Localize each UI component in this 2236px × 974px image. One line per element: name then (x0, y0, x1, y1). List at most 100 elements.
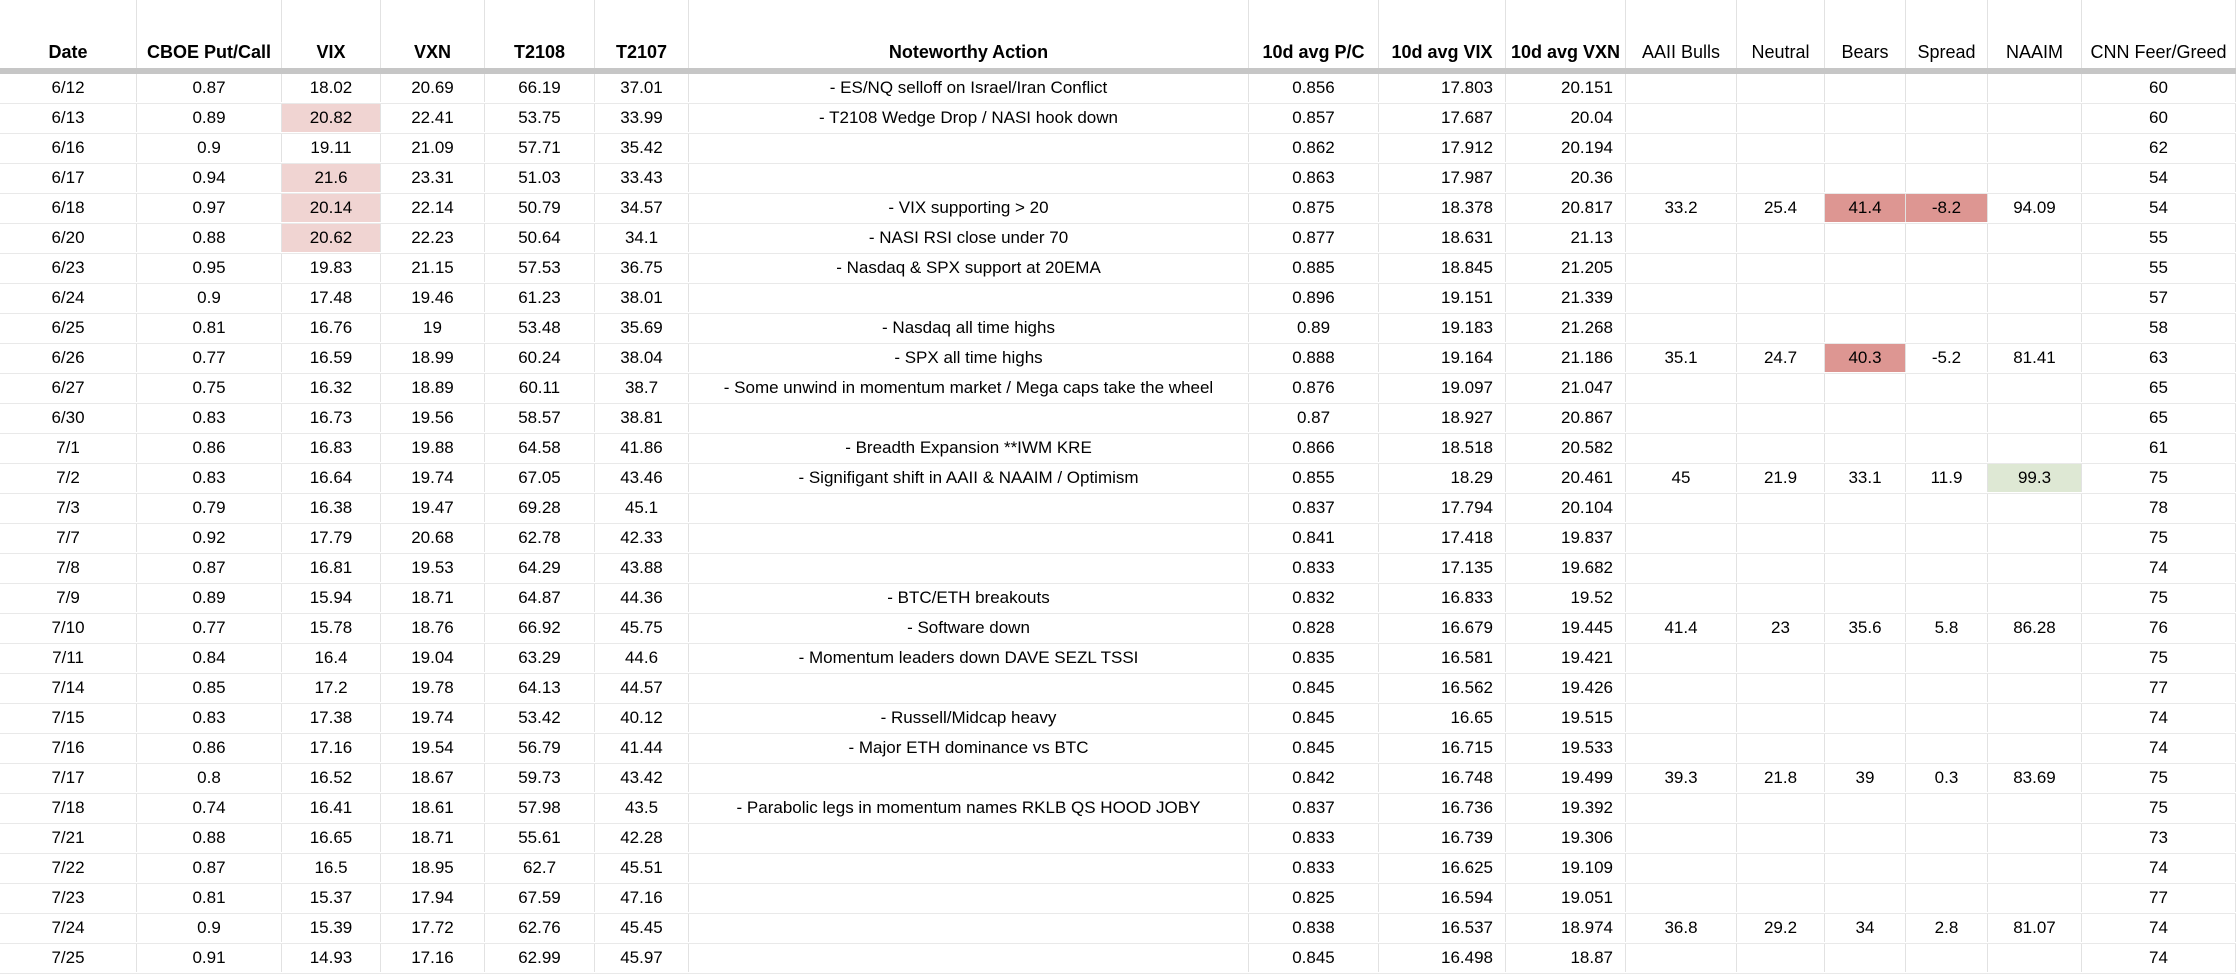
cell-10d-avg-vxn[interactable]: 20.817 (1506, 194, 1626, 222)
cell-aaii-bulls[interactable] (1626, 164, 1737, 192)
cell-vix[interactable]: 21.6 (282, 164, 381, 192)
cell-cnn-feer-greed[interactable]: 60 (2082, 104, 2236, 132)
cell-naaim[interactable] (1988, 314, 2082, 342)
cell-10d-avg-vxn[interactable]: 19.682 (1506, 554, 1626, 582)
cell-neutral[interactable] (1737, 74, 1825, 102)
cell-10d-avg-pc[interactable]: 0.857 (1249, 104, 1379, 132)
cell-10d-avg-vxn[interactable]: 19.306 (1506, 824, 1626, 852)
cell-t2108[interactable]: 50.79 (485, 194, 595, 222)
cell-naaim[interactable] (1988, 284, 2082, 312)
cell-noteworthy-action[interactable]: - Some unwind in momentum market / Mega … (689, 374, 1249, 402)
cell-10d-avg-pc[interactable]: 0.877 (1249, 224, 1379, 252)
cell-naaim[interactable] (1988, 704, 2082, 732)
cell-t2107[interactable]: 38.04 (595, 344, 689, 372)
cell-10d-avg-pc[interactable]: 0.855 (1249, 464, 1379, 492)
cell-vix[interactable]: 17.79 (282, 524, 381, 552)
cell-vix[interactable]: 16.76 (282, 314, 381, 342)
cell-cnn-feer-greed[interactable]: 54 (2082, 164, 2236, 192)
cell-put-call[interactable]: 0.83 (137, 704, 282, 732)
cell-10d-avg-pc[interactable]: 0.896 (1249, 284, 1379, 312)
cell-vxn[interactable]: 17.72 (381, 914, 485, 942)
cell-10d-avg-pc[interactable]: 0.845 (1249, 734, 1379, 762)
cell-vix[interactable]: 17.2 (282, 674, 381, 702)
cell-aaii-bulls[interactable]: 33.2 (1626, 194, 1737, 222)
cell-10d-avg-vix[interactable]: 16.625 (1379, 854, 1506, 882)
cell-10d-avg-vxn[interactable]: 18.974 (1506, 914, 1626, 942)
cell-neutral[interactable] (1737, 644, 1825, 672)
cell-date[interactable]: 6/30 (0, 404, 137, 432)
cell-neutral[interactable] (1737, 674, 1825, 702)
cell-cnn-feer-greed[interactable]: 75 (2082, 764, 2236, 792)
cell-10d-avg-vix[interactable]: 18.927 (1379, 404, 1506, 432)
cell-spread[interactable] (1906, 374, 1988, 402)
cell-spread[interactable] (1906, 944, 1988, 972)
cell-10d-avg-vix[interactable]: 16.748 (1379, 764, 1506, 792)
cell-aaii-bulls[interactable]: 39.3 (1626, 764, 1737, 792)
column-header-10d-avg-pc[interactable]: 10d avg P/C (1249, 0, 1379, 68)
cell-vix[interactable]: 16.32 (282, 374, 381, 402)
cell-vxn[interactable]: 18.89 (381, 374, 485, 402)
cell-neutral[interactable] (1737, 734, 1825, 762)
cell-date[interactable]: 7/17 (0, 764, 137, 792)
cell-noteworthy-action[interactable]: - ES/NQ selloff on Israel/Iran Conflict (689, 74, 1249, 102)
cell-bears[interactable] (1825, 524, 1906, 552)
cell-naaim[interactable] (1988, 494, 2082, 522)
cell-t2108[interactable]: 64.29 (485, 554, 595, 582)
cell-neutral[interactable] (1737, 524, 1825, 552)
cell-10d-avg-vxn[interactable]: 20.461 (1506, 464, 1626, 492)
cell-cnn-feer-greed[interactable]: 74 (2082, 944, 2236, 972)
cell-10d-avg-vix[interactable]: 17.418 (1379, 524, 1506, 552)
cell-noteworthy-action[interactable]: - Nasdaq & SPX support at 20EMA (689, 254, 1249, 282)
cell-t2107[interactable]: 45.45 (595, 914, 689, 942)
cell-bears[interactable] (1825, 404, 1906, 432)
cell-cnn-feer-greed[interactable]: 60 (2082, 74, 2236, 102)
cell-cnn-feer-greed[interactable]: 75 (2082, 464, 2236, 492)
cell-t2107[interactable]: 45.51 (595, 854, 689, 882)
cell-10d-avg-pc[interactable]: 0.828 (1249, 614, 1379, 642)
cell-aaii-bulls[interactable] (1626, 134, 1737, 162)
cell-10d-avg-pc[interactable]: 0.837 (1249, 794, 1379, 822)
cell-date[interactable]: 7/9 (0, 584, 137, 612)
cell-cnn-feer-greed[interactable]: 75 (2082, 584, 2236, 612)
cell-naaim[interactable]: 99.3 (1988, 464, 2082, 492)
cell-10d-avg-vxn[interactable]: 18.87 (1506, 944, 1626, 972)
cell-vxn[interactable]: 18.76 (381, 614, 485, 642)
cell-noteworthy-action[interactable]: - Software down (689, 614, 1249, 642)
cell-cnn-feer-greed[interactable]: 77 (2082, 884, 2236, 912)
cell-bears[interactable]: 41.4 (1825, 194, 1906, 222)
column-header-cnn-feer-greed[interactable]: CNN Feer/Greed (2082, 0, 2236, 68)
cell-bears[interactable] (1825, 164, 1906, 192)
cell-cnn-feer-greed[interactable]: 55 (2082, 254, 2236, 282)
cell-10d-avg-vxn[interactable]: 19.533 (1506, 734, 1626, 762)
cell-put-call[interactable]: 0.86 (137, 434, 282, 462)
cell-noteworthy-action[interactable]: - VIX supporting > 20 (689, 194, 1249, 222)
cell-aaii-bulls[interactable] (1626, 524, 1737, 552)
cell-naaim[interactable]: 94.09 (1988, 194, 2082, 222)
cell-put-call[interactable]: 0.86 (137, 734, 282, 762)
cell-noteworthy-action[interactable] (689, 824, 1249, 852)
cell-vxn[interactable]: 18.71 (381, 824, 485, 852)
cell-date[interactable]: 7/22 (0, 854, 137, 882)
cell-t2107[interactable]: 36.75 (595, 254, 689, 282)
cell-bears[interactable]: 34 (1825, 914, 1906, 942)
cell-cnn-feer-greed[interactable]: 58 (2082, 314, 2236, 342)
cell-t2107[interactable]: 42.28 (595, 824, 689, 852)
cell-aaii-bulls[interactable] (1626, 794, 1737, 822)
cell-naaim[interactable] (1988, 584, 2082, 612)
cell-naaim[interactable] (1988, 134, 2082, 162)
cell-bears[interactable] (1825, 854, 1906, 882)
cell-10d-avg-pc[interactable]: 0.856 (1249, 74, 1379, 102)
cell-10d-avg-pc[interactable]: 0.866 (1249, 434, 1379, 462)
cell-10d-avg-vxn[interactable]: 19.499 (1506, 764, 1626, 792)
cell-cnn-feer-greed[interactable]: 74 (2082, 554, 2236, 582)
cell-vix[interactable]: 19.11 (282, 134, 381, 162)
cell-naaim[interactable] (1988, 164, 2082, 192)
cell-t2108[interactable]: 64.87 (485, 584, 595, 612)
cell-naaim[interactable] (1988, 944, 2082, 972)
cell-10d-avg-vxn[interactable]: 19.392 (1506, 794, 1626, 822)
cell-naaim[interactable] (1988, 374, 2082, 402)
cell-spread[interactable]: -5.2 (1906, 344, 1988, 372)
cell-cnn-feer-greed[interactable]: 76 (2082, 614, 2236, 642)
cell-10d-avg-vxn[interactable]: 19.445 (1506, 614, 1626, 642)
cell-vix[interactable]: 16.4 (282, 644, 381, 672)
